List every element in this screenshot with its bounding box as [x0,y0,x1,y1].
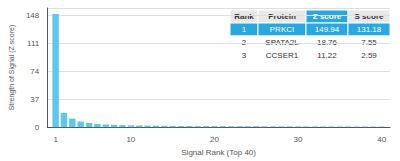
svg-text:1: 1 [242,25,247,34]
svg-text:74: 74 [30,67,39,76]
svg-text:11.22: 11.22 [317,51,337,60]
svg-text:7.55: 7.55 [361,38,377,47]
svg-text:Signal Rank (Top 40): Signal Rank (Top 40) [181,148,256,157]
svg-text:Protein: Protein [268,12,296,21]
svg-text:0: 0 [35,123,40,132]
svg-text:40: 40 [377,135,386,144]
svg-text:148: 148 [26,11,40,20]
svg-text:37: 37 [30,95,39,104]
svg-text:Z score: Z score [313,12,342,21]
svg-text:149.94: 149.94 [315,25,340,34]
svg-text:18.76: 18.76 [317,38,338,47]
svg-text:SPATA2L: SPATA2L [265,38,299,47]
svg-text:CCSER1: CCSER1 [266,51,299,60]
svg-text:10: 10 [126,135,135,144]
svg-text:1: 1 [53,135,58,144]
svg-text:2: 2 [242,38,247,47]
svg-text:30: 30 [294,135,303,144]
svg-text:3: 3 [242,51,247,60]
svg-text:111: 111 [27,39,40,48]
svg-text:2.59: 2.59 [361,51,377,60]
svg-text:S score: S score [355,12,384,21]
svg-text:131.18: 131.18 [357,25,382,34]
svg-text:Rank: Rank [234,12,254,21]
svg-text:PRKCI: PRKCI [270,25,294,34]
svg-text:Strength of Signal (Z score): Strength of Signal (Z score) [8,25,16,111]
svg-text:20: 20 [210,135,219,144]
